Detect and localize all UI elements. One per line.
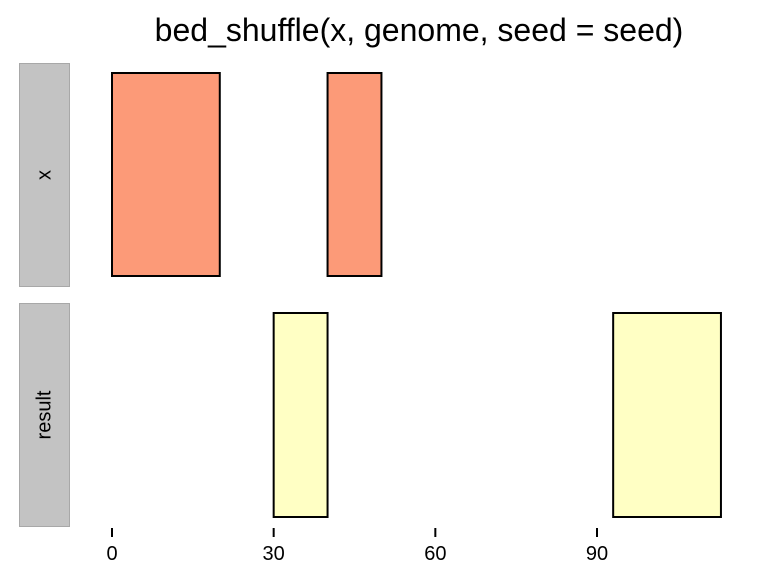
x-tick-label-90: 90 (586, 543, 608, 565)
interval-x-1 (326, 72, 383, 277)
panel-strip-result: result (19, 303, 70, 527)
x-tick-label-30: 30 (263, 543, 285, 565)
x-tick-label-0: 0 (106, 543, 117, 565)
chart-title: bed_shuffle(x, genome, seed = seed) (154, 12, 684, 48)
interval-result-1 (612, 312, 722, 518)
interval-x-0 (111, 72, 221, 277)
panel-strip-x: x (19, 63, 70, 287)
interval-result-0 (272, 312, 329, 518)
x-tick-label-60: 60 (424, 543, 446, 565)
